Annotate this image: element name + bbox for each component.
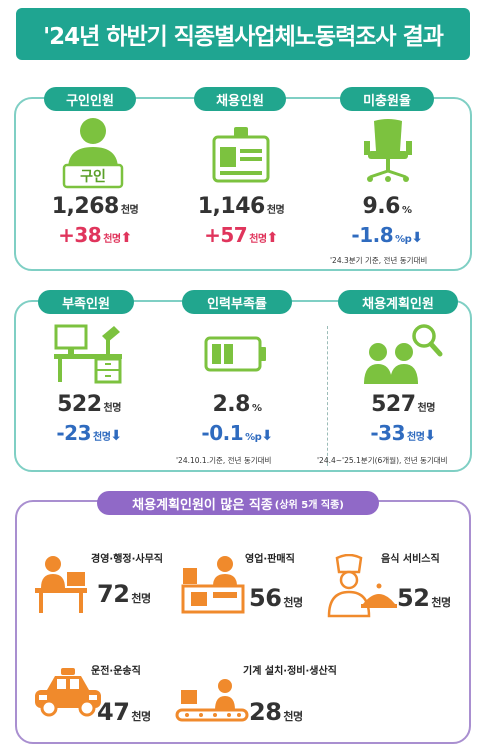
note-hiring-plan: '24.4~'25.1분기(6개월), 전년 동기대비 [317, 456, 448, 465]
value-hiring-plan: 527 [371, 392, 416, 417]
unit: 천명 [249, 234, 267, 245]
occupation-value: 52 [397, 584, 430, 612]
office-worker-icon [33, 552, 89, 614]
top-occupations-panel: 채용계획인원이 많은 직종 (상위 5개 직종) 경영·행정·사무직 72 천명 영… [15, 491, 471, 744]
unit: % [251, 403, 262, 414]
occupation-name: 운전·운송직 [91, 666, 141, 677]
arrow-down-icon: ⬇ [110, 428, 122, 444]
arrow-up-icon: ⬆ [266, 230, 279, 246]
occupation-value: 28 [249, 698, 282, 726]
unit: 천명 [431, 596, 451, 609]
unit: 천명 [103, 403, 122, 414]
note-unfilled-rate: '24.3분기 기준, 전년 동기대비 [330, 256, 428, 265]
change-unfilled-rate: -1.8 [351, 223, 394, 247]
unit: 천명 [131, 710, 151, 723]
change-shortage: -23 [56, 421, 91, 445]
job-seeker-sign-icon: 구인 [62, 115, 124, 189]
unit: 천명 [131, 592, 151, 605]
value-shortage-rate: 2.8 [212, 392, 250, 417]
occupation-value: 47 [97, 698, 130, 726]
unit: 천명 [417, 403, 436, 414]
value-unfilled-rate: 9.6 [362, 194, 400, 219]
label-hires: 채용인원 [194, 87, 286, 111]
unit: 천명 [120, 205, 139, 216]
unit: 천명 [407, 432, 425, 443]
arrow-down-icon: ⬇ [424, 428, 436, 444]
page-title: '24년 하반기 직종별사업체노동력조사 결과 [16, 8, 470, 60]
occupation-name: 기계 설치·정비·생산직 [243, 666, 337, 677]
occupation-name: 경영·행정·사무직 [91, 554, 163, 565]
label-shortage: 부족인원 [38, 290, 134, 314]
unit: %p [395, 234, 412, 245]
label-shortage-rate: 인력부족률 [182, 290, 292, 314]
unit: 천명 [103, 234, 121, 245]
arrow-down-icon: ⬇ [261, 428, 273, 444]
change-hires: +57 [204, 223, 248, 247]
unit: %p [245, 432, 262, 443]
empty-desk-icon [52, 322, 124, 384]
unit: % [401, 205, 412, 216]
id-badge-icon [212, 125, 270, 185]
label-job-openings: 구인인원 [44, 87, 136, 111]
top-occupations-header: 채용계획인원이 많은 직종 (상위 5개 직종) [97, 491, 379, 515]
occupation-name: 영업·판매직 [245, 554, 295, 565]
divider [327, 326, 328, 466]
label-hiring-plan: 채용계획인원 [338, 290, 458, 314]
summary-panel-2: 부족인원 인력부족률 채용계획인원 [14, 290, 472, 472]
value-shortage: 522 [57, 392, 102, 417]
factory-worker-icon [175, 676, 249, 728]
unit: 천명 [93, 432, 111, 443]
arrow-up-icon: ⬆ [120, 230, 133, 246]
sales-clerk-icon [181, 554, 245, 614]
change-hiring-plan: -33 [370, 421, 405, 445]
change-job-openings: +38 [58, 223, 102, 247]
occupation-name: 음식 서비스직 [381, 554, 440, 565]
empty-chair-icon [362, 117, 414, 185]
unit: 천명 [283, 710, 303, 723]
people-search-icon [362, 322, 444, 386]
taxi-icon [33, 666, 103, 718]
summary-panel-1: 구인인원 채용인원 미충원율 구인 [14, 87, 472, 271]
battery-icon [204, 336, 268, 372]
sign-text: 구인 [80, 168, 106, 185]
value-job-openings: 1,268 [51, 194, 120, 219]
occupation-value: 56 [249, 584, 282, 612]
change-shortage-rate: -0.1 [201, 421, 244, 445]
arrow-down-icon: ⬇ [411, 230, 423, 246]
label-unfilled-rate: 미충원율 [340, 87, 434, 111]
occupation-value: 72 [97, 580, 130, 608]
value-hires: 1,146 [197, 194, 266, 219]
note-shortage-rate: '24.10.1.기준, 전년 동기대비 [176, 456, 272, 465]
unit: 천명 [266, 205, 285, 216]
top-occupations-title: 채용계획인원이 많은 직종 [132, 497, 273, 513]
unit: 천명 [283, 596, 303, 609]
top-occupations-subtitle: (상위 5개 직종) [274, 499, 344, 511]
chef-icon [323, 553, 399, 618]
